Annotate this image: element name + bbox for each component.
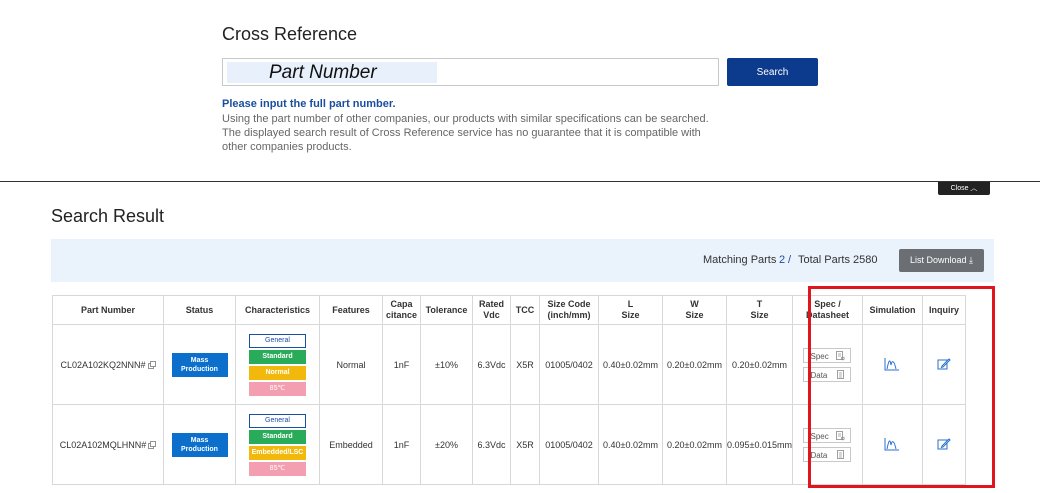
header-t-size: T Size (726, 295, 793, 325)
close-button[interactable]: Close ︿ (938, 182, 990, 195)
header-inquiry: Inquiry (921, 295, 966, 325)
table-row: CL02A102MQLHNN# Mass Production General … (52, 404, 966, 485)
header-part-number: Part Number (52, 295, 164, 325)
tcc-cell: X5R (510, 404, 540, 485)
external-link-icon[interactable] (147, 360, 156, 369)
chart-icon[interactable] (884, 357, 900, 371)
characteristics-cell: General Standard Normal 85℃ (235, 324, 320, 405)
total-parts-label: Total Parts (798, 254, 850, 266)
features-cell: Embedded (319, 404, 383, 485)
header-features: Features (319, 295, 383, 325)
rated-vdc-cell: 6.3Vdc (472, 404, 511, 485)
chip-general: General (249, 333, 306, 348)
capacitance-cell: 1nF (382, 324, 421, 405)
list-download-button[interactable]: List Download ⤓ (899, 249, 984, 272)
search-field[interactable] (222, 58, 719, 86)
w-size-cell: 0.20±0.02mm (662, 404, 727, 485)
header-size-code: Size Code (inch/mm) (539, 295, 599, 325)
table-row: CL02A102KQ2NNN# Mass Production General … (52, 324, 966, 405)
spec-datasheet-cell: Spec Data (791, 324, 863, 405)
matching-parts-count[interactable]: 2 (779, 254, 786, 266)
header-tcc: TCC (510, 295, 540, 325)
header-l-size: L Size (598, 295, 663, 325)
data-label: Data (810, 370, 828, 380)
spec-label: Spec (810, 351, 829, 361)
header-status: Status (163, 295, 236, 325)
header-rated-vdc: Rated Vdc (472, 295, 511, 325)
header-characteristics: Characteristics (235, 295, 320, 325)
chart-icon[interactable] (884, 437, 900, 451)
w-size-cell: 0.20±0.02mm (662, 324, 727, 405)
summary-bar (51, 239, 994, 282)
inquiry-cell (921, 324, 966, 405)
spec-datasheet-cell: Spec Data (791, 404, 863, 485)
section-divider (0, 181, 1040, 182)
header-capacitance: Capa citance (382, 295, 421, 325)
chip-standard: Standard (249, 429, 306, 444)
features-cell: Normal (319, 324, 383, 405)
document-icon (836, 430, 846, 440)
part-number-cell[interactable]: CL02A102MQLHNN# (52, 404, 164, 485)
chip-general: General (249, 413, 306, 428)
status-badge: Mass Production (171, 352, 228, 377)
document-icon (836, 350, 846, 360)
search-button[interactable]: Search (727, 58, 818, 86)
part-number-cell[interactable]: CL02A102KQ2NNN# (52, 324, 164, 405)
search-hint-line: Using the part number of other companies… (222, 113, 709, 125)
external-link-icon[interactable] (148, 440, 157, 449)
data-label: Data (810, 450, 828, 460)
chip-temperature: 85℃ (249, 381, 306, 396)
page-title: Cross Reference (222, 24, 358, 44)
data-button[interactable]: Data (803, 446, 852, 462)
tolerance-cell: ±10% (420, 324, 473, 405)
search-hint-line: The displayed search result of Cross Ref… (222, 127, 701, 139)
table-header-row: Part Number Status Characteristics Featu… (52, 295, 966, 325)
capacitance-cell: 1nF (382, 404, 421, 485)
spec-button[interactable]: Spec (803, 427, 852, 443)
spec-label: Spec (810, 431, 829, 441)
header-spec-datasheet: Spec / Datasheet (791, 295, 863, 325)
tcc-cell: X5R (510, 324, 540, 405)
chip-application: Embedded/LSC (249, 445, 306, 460)
document-icon (837, 449, 845, 459)
result-title: Search Result (51, 206, 165, 226)
summary-separator: / (788, 254, 792, 266)
simulation-cell (861, 324, 923, 405)
search-hint-title: Please input the full part number. (222, 98, 396, 110)
header-simulation: Simulation (861, 295, 923, 325)
spec-button[interactable]: Spec (803, 347, 852, 363)
matching-parts-label: Matching Parts (703, 254, 777, 266)
size-code-cell: 01005/0402 (539, 404, 599, 485)
header-w-size: W Size (662, 295, 727, 325)
rated-vdc-cell: 6.3Vdc (472, 324, 511, 405)
status-cell: Mass Production (163, 324, 236, 405)
search-hint-line: other companies products. (222, 141, 352, 153)
simulation-cell (861, 404, 923, 485)
part-number[interactable]: CL02A102MQLHNN# (59, 439, 147, 450)
status-badge: Mass Production (171, 432, 228, 457)
total-parts-count: 2580 (853, 254, 878, 266)
document-icon (837, 369, 845, 379)
t-size-cell: 0.20±0.02mm (726, 324, 793, 405)
size-code-cell: 01005/0402 (539, 324, 599, 405)
data-button[interactable]: Data (803, 366, 852, 382)
l-size-cell: 0.40±0.02mm (598, 404, 663, 485)
characteristics-cell: General Standard Embedded/LSC 85℃ (235, 404, 320, 485)
search-input[interactable] (227, 62, 437, 83)
t-size-cell: 0.095±0.015mm (726, 404, 793, 485)
edit-icon[interactable] (937, 437, 951, 451)
tolerance-cell: ±20% (420, 404, 473, 485)
status-cell: Mass Production (163, 404, 236, 485)
edit-icon[interactable] (937, 357, 951, 371)
l-size-cell: 0.40±0.02mm (598, 324, 663, 405)
part-number[interactable]: CL02A102KQ2NNN# (60, 359, 146, 370)
chip-temperature: 85℃ (249, 461, 306, 476)
result-table: Part Number Status Characteristics Featu… (52, 295, 966, 485)
chip-standard: Standard (249, 349, 306, 364)
chip-application: Normal (249, 365, 306, 380)
inquiry-cell (921, 404, 966, 485)
header-tolerance: Tolerance (420, 295, 473, 325)
